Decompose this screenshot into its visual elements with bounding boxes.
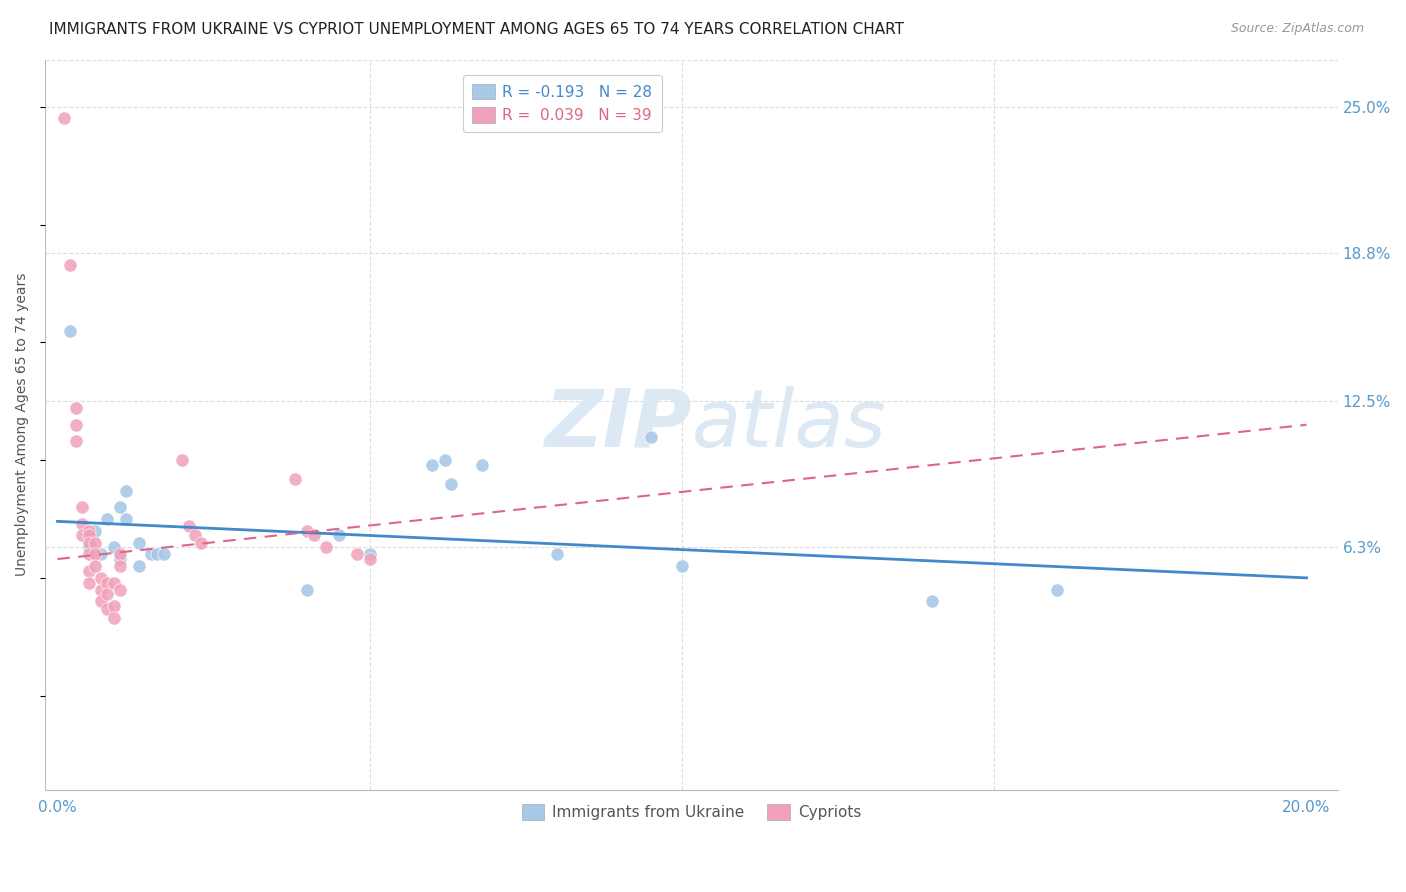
Point [77, 528, 100, 542]
Point [128, 559, 150, 574]
Point [297, 582, 319, 597]
Point [77, 575, 100, 590]
Point [77, 547, 100, 561]
Point [139, 547, 162, 561]
Point [96, 587, 118, 601]
Point [59, 258, 82, 272]
Point [471, 458, 494, 472]
Point [90, 594, 112, 608]
Point [65, 401, 87, 416]
Point [84, 547, 107, 561]
Point [108, 559, 131, 574]
Point [108, 547, 131, 561]
Y-axis label: Unemployment Among Ages 65 to 74 years: Unemployment Among Ages 65 to 74 years [15, 273, 30, 576]
Point [671, 559, 693, 574]
Point [359, 552, 381, 566]
Point [77, 528, 100, 542]
Point [65, 417, 87, 432]
Point [65, 434, 87, 449]
Point [72, 528, 94, 542]
Point [103, 575, 125, 590]
Legend: Immigrants from Ukraine, Cypriots: Immigrants from Ukraine, Cypriots [516, 797, 868, 826]
Point [190, 535, 212, 549]
Point [77, 535, 100, 549]
Point [96, 601, 118, 615]
Point [52, 112, 75, 126]
Point [108, 500, 131, 515]
Point [77, 541, 100, 555]
Point [103, 541, 125, 555]
Point [115, 512, 138, 526]
Text: IMMIGRANTS FROM UKRAINE VS CYPRIOT UNEMPLOYMENT AMONG AGES 65 TO 74 YEARS CORREL: IMMIGRANTS FROM UKRAINE VS CYPRIOT UNEMP… [49, 22, 904, 37]
Point [297, 524, 319, 538]
Point [84, 535, 107, 549]
Point [302, 528, 325, 542]
Point [152, 547, 174, 561]
Point [84, 524, 107, 538]
Point [315, 541, 337, 555]
Point [84, 559, 107, 574]
Point [359, 547, 381, 561]
Text: ZIP: ZIP [544, 385, 692, 464]
Point [546, 547, 568, 561]
Point [77, 524, 100, 538]
Point [440, 476, 463, 491]
Point [108, 582, 131, 597]
Point [284, 472, 307, 486]
Point [90, 571, 112, 585]
Text: atlas: atlas [692, 385, 886, 464]
Point [103, 599, 125, 614]
Point [640, 429, 662, 443]
Point [77, 564, 100, 578]
Point [1046, 582, 1069, 597]
Point [108, 552, 131, 566]
Point [90, 547, 112, 561]
Point [128, 535, 150, 549]
Text: Source: ZipAtlas.com: Source: ZipAtlas.com [1230, 22, 1364, 36]
Point [115, 483, 138, 498]
Point [177, 519, 200, 533]
Point [921, 594, 943, 608]
Point [96, 512, 118, 526]
Point [433, 453, 456, 467]
Point [184, 528, 207, 542]
Point [146, 547, 169, 561]
Point [103, 611, 125, 625]
Point [72, 500, 94, 515]
Point [72, 516, 94, 531]
Point [172, 453, 194, 467]
Point [96, 575, 118, 590]
Point [90, 582, 112, 597]
Point [420, 458, 443, 472]
Point [328, 528, 350, 542]
Point [59, 324, 82, 338]
Point [346, 547, 368, 561]
